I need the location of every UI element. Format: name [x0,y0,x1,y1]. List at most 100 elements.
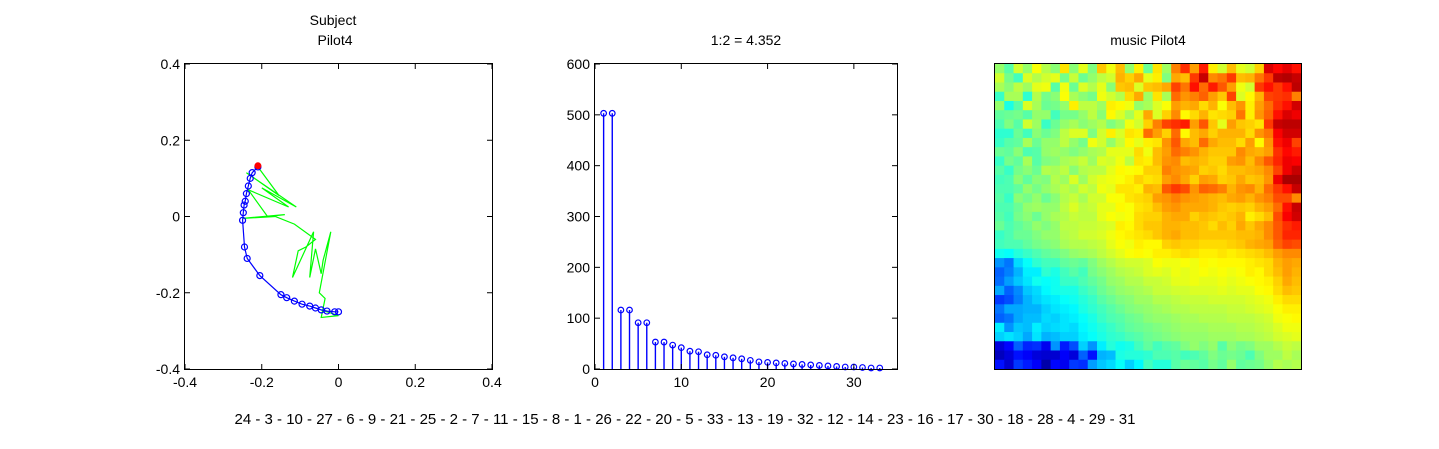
heatmap-cell [1134,332,1144,342]
heatmap-cell [1152,258,1163,268]
heatmap-cell [1041,350,1052,361]
heatmap-cell [1217,165,1228,176]
heatmap-cell [995,230,1005,241]
heatmap-cell [1097,156,1107,167]
heatmap-cell [1050,359,1061,370]
heatmap-cell [1059,276,1070,287]
heatmap-cell [1097,128,1107,139]
heatmap-cell [1050,332,1061,342]
heatmap-cell [1291,258,1302,268]
heatmap-cell [1134,110,1144,121]
heatmap-cell [1032,137,1042,148]
heatmap-cell [1273,202,1284,213]
heatmap-cell [1143,285,1154,296]
heatmap-cell [1263,184,1274,194]
heatmap-cell [1004,276,1015,287]
heatmap-cell [1087,267,1098,278]
heatmap-cell [1161,267,1172,278]
heatmap-cell [995,193,1005,204]
heatmap-cell [1143,211,1154,222]
x-tick-label: 0.4 [482,374,502,390]
heatmap-cell [1004,73,1015,84]
heatmap-cell [1143,221,1154,231]
heatmap-cell [995,313,1005,324]
heatmap-cell [1022,276,1033,287]
heatmap-cell [1171,202,1182,213]
heatmap-cell [1217,91,1228,102]
heatmap-cell [1208,332,1219,342]
heatmap-cell [1078,202,1089,213]
heatmap-cell [1059,119,1070,130]
heatmap-cell [1171,341,1182,352]
heatmap-cell [1115,184,1126,194]
heatmap-cell [1106,258,1117,268]
heatmap-cell [1124,156,1135,167]
heatmap-cell [1087,73,1098,84]
heatmap-cell [1152,202,1163,213]
heatmap-cell [1263,211,1274,222]
heatmap-cell [1208,128,1219,139]
heatmap-cell [1199,82,1209,93]
heatmap-cell [1245,313,1256,324]
heatmap-cell [1273,211,1284,222]
heatmap-cell [1171,211,1182,222]
heatmap-cell [1004,295,1015,305]
heatmap-cell [1134,295,1144,305]
heatmap-cell [1236,110,1246,121]
heatmap-cell [1143,64,1154,74]
heatmap-cell [1291,202,1302,213]
heatmap-cell [1171,313,1182,324]
heatmap-cell [1050,276,1061,287]
heatmap-cell [1087,211,1098,222]
x-tick-label: -0.2 [250,374,274,390]
heatmap-cell [1291,239,1302,250]
heatmap-cell [1226,110,1237,121]
heatmap-cell [1171,267,1182,278]
heatmap-cell [1004,322,1015,333]
heatmap-cell [1180,147,1191,158]
heatmap-cell [1097,147,1107,158]
heatmap-cell [1189,304,1200,315]
heatmap-cell [1217,156,1228,167]
blue-point-marker [277,291,285,299]
heatmap-cell [1050,295,1061,305]
heatmap-cell [1078,91,1089,102]
heatmap-cell [1097,285,1107,296]
heatmap-cell [1161,193,1172,204]
trajectory-axes-frame [184,63,493,370]
heatmap-cell [1022,137,1033,148]
heatmap-cell [1161,230,1172,241]
heatmap-cell [1143,165,1154,176]
trajectory-panel: Subject Pilot4 -0.4 -0.2 0 0.2 0.4 -0.4 -0.2 0 0… [156,12,502,390]
heatmap-cell [1208,91,1219,102]
heatmap-cell [995,258,1005,268]
heatmap-cell [1059,147,1070,158]
heatmap-cell [1199,276,1209,287]
heatmap-cell [1143,193,1154,204]
heatmap-cell [1134,285,1144,296]
heatmap-cell [1069,110,1080,121]
heatmap-cell [1059,359,1070,370]
heatmap-cell [1245,332,1256,342]
heatmap-cell [1171,322,1182,333]
heatmap-cell [1245,211,1256,222]
heatmap-cell [1273,64,1284,74]
heatmap-cell [1078,313,1089,324]
heatmap-cell [1180,100,1191,111]
heatmap-cell [1124,322,1135,333]
heatmap-cell [1152,64,1163,74]
heatmap-cell [1180,137,1191,148]
heatmap-cell [1236,165,1246,176]
heatmap-cell [1208,285,1219,296]
heatmap-cell [1022,350,1033,361]
heatmap-cell [1087,91,1098,102]
heatmap-axes-frame [994,63,1302,370]
heatmap-cell [1097,322,1107,333]
heatmap-cell [1208,202,1219,213]
y-tick-label: 400 [567,158,591,174]
heatmap-cell [1059,267,1070,278]
heatmap-cell [1152,137,1163,148]
heatmap-cell [1013,304,1024,315]
heatmap-cell [1124,147,1135,158]
heatmap-cell [1208,248,1219,259]
